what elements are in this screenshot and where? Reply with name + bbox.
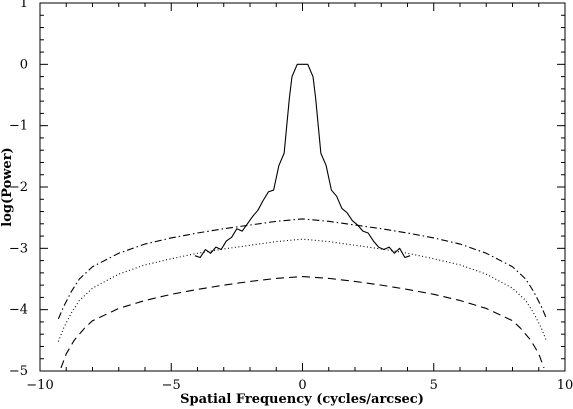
x-tick-label: −5 — [162, 378, 181, 393]
x-axis-title: Spatial Frequency (cycles/arcsec) — [180, 392, 424, 407]
series-line-dotted — [57, 238, 548, 342]
series-line-solid — [194, 63, 411, 259]
plot-frame — [39, 2, 566, 372]
tick-labels: −10 −5 0 5 10−5−4−3−2−101 — [9, 0, 573, 393]
y-tick-label: −5 — [9, 364, 28, 379]
y-tick-label: 1 — [20, 0, 28, 11]
x-tick-label: 10 — [557, 378, 573, 393]
ticks — [39, 2, 566, 372]
y-tick-label: −3 — [9, 241, 28, 256]
y-tick-label: −2 — [9, 180, 28, 195]
x-tick-label: −10 — [26, 378, 53, 393]
x-tick-label: 5 — [430, 378, 438, 393]
y-tick-label: −1 — [9, 119, 28, 134]
series-group — [57, 63, 548, 369]
y-tick-label: −4 — [9, 303, 28, 318]
x-tick-label: 0 — [298, 378, 306, 393]
series-line-dashed — [60, 275, 545, 369]
y-axis-title: log(Power) — [0, 147, 15, 226]
y-tick-label: 0 — [20, 57, 28, 72]
series-line-dash-dot — [57, 218, 548, 320]
